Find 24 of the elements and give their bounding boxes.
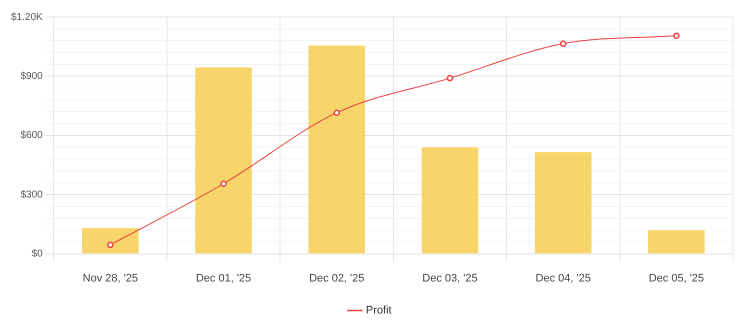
x-tick-label: Dec 04, '25 xyxy=(536,272,591,284)
point xyxy=(560,40,566,47)
point xyxy=(446,74,454,82)
x-tick-label: Nov 28, '25 xyxy=(82,272,138,284)
legend-label: Profit xyxy=(366,304,392,317)
point xyxy=(107,242,114,248)
bar xyxy=(82,228,139,254)
point xyxy=(220,180,227,187)
x-tick-label: Dec 05, '25 xyxy=(648,272,704,284)
y-tick-label: $0 xyxy=(32,248,44,260)
y-tick-label: $300 xyxy=(20,189,44,200)
bar xyxy=(195,67,252,254)
bar xyxy=(648,230,705,254)
x-tick-label: Dec 01, '25 xyxy=(196,272,252,284)
y-tick-label: $600 xyxy=(20,130,44,142)
y-tick-label: $900 xyxy=(20,70,44,82)
y-tick-label: $1.20K xyxy=(10,12,44,23)
point xyxy=(333,109,340,116)
point xyxy=(673,32,680,39)
x-tick-label: Dec 02, '25 xyxy=(309,272,364,284)
bar xyxy=(308,46,366,254)
x-tick-label: Dec 03, '25 xyxy=(422,272,478,284)
bar xyxy=(534,152,592,254)
bar xyxy=(422,147,478,254)
